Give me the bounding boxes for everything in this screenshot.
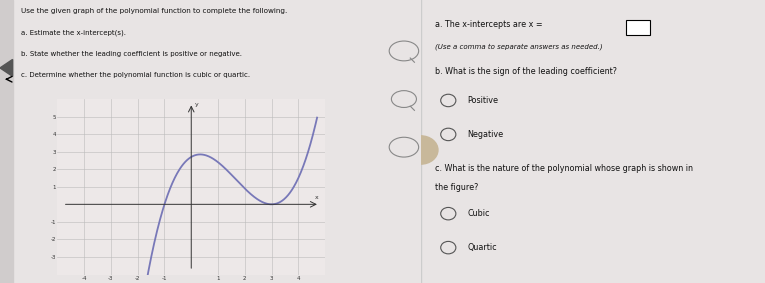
Text: Use the given graph of the polynomial function to complete the following.: Use the given graph of the polynomial fu…	[21, 8, 288, 14]
Bar	[626, 20, 649, 35]
Text: b. What is the sign of the leading coefficient?: b. What is the sign of the leading coeff…	[435, 67, 617, 76]
Text: x: x	[315, 196, 319, 200]
Bar	[0, 0, 12, 283]
Text: a. Estimate the x-intercept(s).: a. Estimate the x-intercept(s).	[21, 30, 126, 36]
Text: b. State whether the leading coefficient is positive or negative.: b. State whether the leading coefficient…	[21, 51, 242, 57]
Text: Cubic: Cubic	[467, 209, 490, 218]
Text: (Use a comma to separate answers as needed.): (Use a comma to separate answers as need…	[435, 44, 602, 50]
Text: a. The x-intercepts are x =: a. The x-intercepts are x =	[435, 20, 542, 29]
Text: Positive: Positive	[467, 96, 498, 105]
Polygon shape	[0, 59, 12, 76]
Circle shape	[404, 136, 438, 164]
Text: c. What is the nature of the polynomial whose graph is shown in: c. What is the nature of the polynomial …	[435, 164, 692, 173]
Text: Quartic: Quartic	[467, 243, 496, 252]
Text: c. Determine whether the polynomial function is cubic or quartic.: c. Determine whether the polynomial func…	[21, 72, 250, 78]
Text: Negative: Negative	[467, 130, 503, 139]
Text: the figure?: the figure?	[435, 183, 478, 192]
Text: y: y	[194, 102, 198, 107]
